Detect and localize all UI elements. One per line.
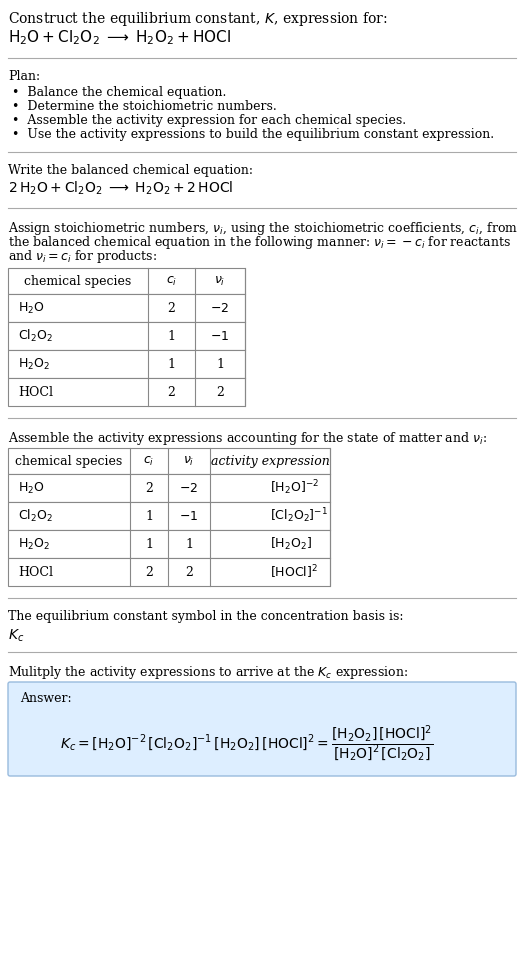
Bar bbox=[8, 530, 330, 558]
Text: $K_c$: $K_c$ bbox=[8, 628, 24, 644]
Text: Answer:: Answer: bbox=[20, 692, 72, 705]
Text: $c_i$: $c_i$ bbox=[166, 275, 177, 287]
Text: $K_c = [\mathrm{H_2O}]^{-2}\,[\mathrm{Cl_2O_2}]^{-1}\,[\mathrm{H_2O_2}]\,[\mathr: $K_c = [\mathrm{H_2O}]^{-2}\,[\mathrm{Cl… bbox=[60, 723, 433, 765]
Text: 2: 2 bbox=[216, 386, 224, 398]
Text: The equilibrium constant symbol in the concentration basis is:: The equilibrium constant symbol in the c… bbox=[8, 610, 403, 623]
Text: Mulitply the activity expressions to arrive at the $K_c$ expression:: Mulitply the activity expressions to arr… bbox=[8, 664, 408, 681]
Text: 1: 1 bbox=[168, 329, 176, 343]
Text: Plan:: Plan: bbox=[8, 70, 40, 83]
Text: $\mathrm{H_2O + Cl_2O_2 \;\longrightarrow\; H_2O_2 + HOCl}$: $\mathrm{H_2O + Cl_2O_2 \;\longrightarro… bbox=[8, 28, 231, 47]
Text: $[\mathrm{HOCl}]^2$: $[\mathrm{HOCl}]^2$ bbox=[270, 564, 318, 581]
Bar bbox=[8, 502, 330, 530]
Text: $\nu_i$: $\nu_i$ bbox=[183, 455, 195, 468]
Text: 2: 2 bbox=[168, 301, 176, 315]
Bar bbox=[8, 474, 330, 502]
Text: $\mathrm{H_2O}$: $\mathrm{H_2O}$ bbox=[18, 300, 45, 316]
Text: 1: 1 bbox=[168, 358, 176, 370]
FancyBboxPatch shape bbox=[8, 682, 516, 776]
Text: 1: 1 bbox=[216, 358, 224, 370]
Text: $\mathrm{H_2O_2}$: $\mathrm{H_2O_2}$ bbox=[18, 537, 50, 551]
Text: Assign stoichiometric numbers, $\nu_i$, using the stoichiometric coefficients, $: Assign stoichiometric numbers, $\nu_i$, … bbox=[8, 220, 518, 237]
Bar bbox=[8, 268, 245, 294]
Text: 1: 1 bbox=[185, 538, 193, 550]
Text: 1: 1 bbox=[145, 509, 153, 523]
Text: the balanced chemical equation in the following manner: $\nu_i = -c_i$ for react: the balanced chemical equation in the fo… bbox=[8, 234, 511, 251]
Bar bbox=[8, 294, 245, 322]
Text: $\mathrm{H_2O}$: $\mathrm{H_2O}$ bbox=[18, 480, 45, 496]
Text: and $\nu_i = c_i$ for products:: and $\nu_i = c_i$ for products: bbox=[8, 248, 157, 265]
Text: 1: 1 bbox=[145, 538, 153, 550]
Text: •  Determine the stoichiometric numbers.: • Determine the stoichiometric numbers. bbox=[12, 100, 277, 113]
Text: •  Assemble the activity expression for each chemical species.: • Assemble the activity expression for e… bbox=[12, 114, 406, 127]
Text: Assemble the activity expressions accounting for the state of matter and $\nu_i$: Assemble the activity expressions accoun… bbox=[8, 430, 487, 447]
Text: $\mathrm{H_2O_2}$: $\mathrm{H_2O_2}$ bbox=[18, 356, 50, 371]
Text: HOCl: HOCl bbox=[18, 566, 53, 578]
Text: $\mathrm{Cl_2O_2}$: $\mathrm{Cl_2O_2}$ bbox=[18, 328, 53, 345]
Text: chemical species: chemical species bbox=[25, 275, 132, 287]
Text: 2: 2 bbox=[145, 481, 153, 495]
Bar bbox=[8, 558, 330, 586]
Text: $-2$: $-2$ bbox=[179, 481, 199, 495]
Text: 2: 2 bbox=[168, 386, 176, 398]
Text: $\nu_i$: $\nu_i$ bbox=[214, 275, 226, 287]
Text: 2: 2 bbox=[185, 566, 193, 578]
Text: Write the balanced chemical equation:: Write the balanced chemical equation: bbox=[8, 164, 253, 177]
Text: $\mathrm{2\,H_2O + Cl_2O_2 \;\longrightarrow\; H_2O_2 + 2\,HOCl}$: $\mathrm{2\,H_2O + Cl_2O_2 \;\longrighta… bbox=[8, 180, 233, 197]
Text: $[\mathrm{H_2O_2}]$: $[\mathrm{H_2O_2}]$ bbox=[270, 536, 312, 552]
Bar bbox=[8, 322, 245, 350]
Text: $-1$: $-1$ bbox=[211, 329, 230, 343]
Text: HOCl: HOCl bbox=[18, 386, 53, 398]
Text: $\mathrm{Cl_2O_2}$: $\mathrm{Cl_2O_2}$ bbox=[18, 508, 53, 524]
Text: $[\mathrm{Cl_2O_2}]^{-1}$: $[\mathrm{Cl_2O_2}]^{-1}$ bbox=[270, 506, 328, 525]
Bar bbox=[8, 350, 245, 378]
Text: •  Balance the chemical equation.: • Balance the chemical equation. bbox=[12, 86, 226, 99]
Text: Construct the equilibrium constant, $K$, expression for:: Construct the equilibrium constant, $K$,… bbox=[8, 10, 388, 28]
Text: $[\mathrm{H_2O}]^{-2}$: $[\mathrm{H_2O}]^{-2}$ bbox=[270, 478, 319, 498]
Text: •  Use the activity expressions to build the equilibrium constant expression.: • Use the activity expressions to build … bbox=[12, 128, 494, 141]
Text: chemical species: chemical species bbox=[15, 455, 123, 468]
Text: activity expression: activity expression bbox=[211, 455, 330, 468]
Text: 2: 2 bbox=[145, 566, 153, 578]
Text: $-2$: $-2$ bbox=[211, 301, 230, 315]
Bar bbox=[8, 448, 330, 474]
Text: $c_i$: $c_i$ bbox=[144, 455, 155, 468]
Bar bbox=[8, 378, 245, 406]
Text: $-1$: $-1$ bbox=[179, 509, 199, 523]
